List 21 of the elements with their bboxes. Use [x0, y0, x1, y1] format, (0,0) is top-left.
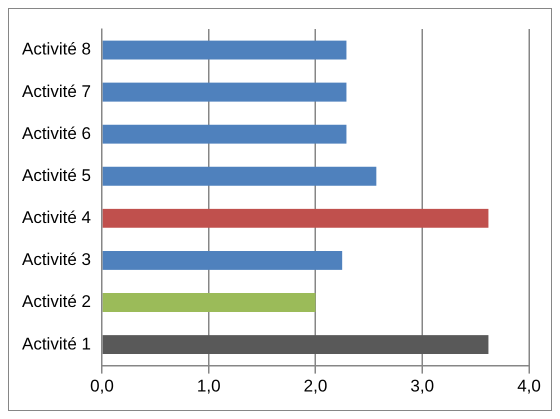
x-tick-label: 3,0 [410, 376, 434, 396]
bar [102, 166, 376, 186]
bar [102, 250, 342, 270]
bar [102, 82, 346, 102]
x-tick-label: 0,0 [90, 376, 114, 396]
y-tick-label: Activité 2 [22, 292, 91, 312]
y-tick-label: Activité 4 [22, 208, 91, 228]
x-tick-label: 2,0 [304, 376, 328, 396]
bar [102, 40, 346, 60]
y-tick-label: Activité 8 [22, 40, 91, 59]
y-tick-label: Activité 1 [22, 334, 91, 354]
y-tick-label: Activité 7 [22, 82, 91, 101]
bar [102, 124, 346, 144]
y-tick-label: Activité 5 [22, 166, 91, 185]
y-tick-label: Activité 3 [22, 250, 91, 270]
x-tick-label: 4,0 [517, 376, 541, 396]
x-tick-label: 1,0 [196, 376, 221, 396]
bar [102, 208, 488, 228]
bar [102, 293, 316, 312]
bar [102, 335, 488, 354]
y-tick-label: Activité 6 [22, 124, 91, 143]
